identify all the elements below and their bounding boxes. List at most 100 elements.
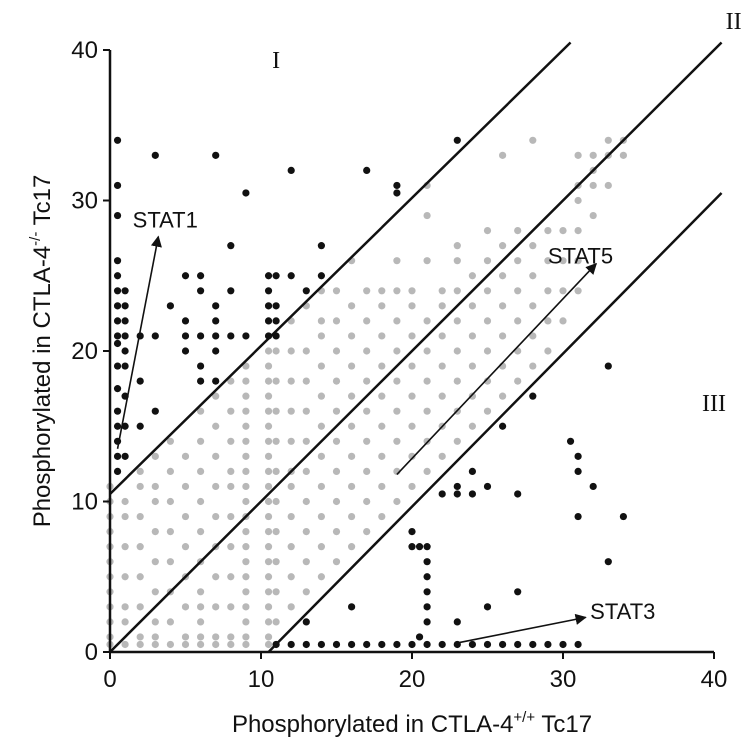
data-point xyxy=(393,377,401,385)
data-point xyxy=(151,151,159,159)
data-point xyxy=(514,227,522,235)
data-point xyxy=(227,287,235,295)
data-point xyxy=(529,302,537,310)
data-point xyxy=(378,482,386,491)
data-point xyxy=(529,362,537,370)
data-point xyxy=(348,512,356,521)
data-point xyxy=(453,482,461,491)
data-point xyxy=(181,640,190,649)
data-point xyxy=(181,512,190,521)
data-point xyxy=(453,437,461,445)
data-point xyxy=(393,347,401,355)
data-point xyxy=(264,528,273,536)
data-point xyxy=(483,287,492,295)
data-point xyxy=(181,272,190,280)
data-point xyxy=(589,181,597,190)
data-point xyxy=(212,347,220,355)
annotation-label: STAT1 xyxy=(133,208,198,233)
data-point xyxy=(483,407,492,415)
data-point xyxy=(363,407,371,415)
data-point xyxy=(181,603,190,611)
data-point xyxy=(242,558,250,566)
data-point xyxy=(393,640,401,649)
data-point xyxy=(574,467,582,475)
data-point xyxy=(151,497,159,506)
data-point xyxy=(287,272,295,280)
x-tick-label: 20 xyxy=(399,666,426,693)
data-point xyxy=(136,377,144,385)
data-point xyxy=(212,573,220,581)
data-point xyxy=(393,497,401,506)
data-point xyxy=(302,497,310,506)
data-point xyxy=(227,482,235,491)
data-point xyxy=(264,573,273,581)
data-point xyxy=(363,467,371,475)
data-point xyxy=(287,603,295,611)
data-point xyxy=(483,227,492,235)
data-point xyxy=(453,136,461,144)
data-point xyxy=(423,377,431,385)
data-point xyxy=(121,640,129,649)
data-point xyxy=(408,287,416,295)
data-point xyxy=(264,467,273,475)
reference-line xyxy=(267,192,723,653)
data-point xyxy=(317,317,325,325)
data-point xyxy=(151,618,159,626)
data-point xyxy=(227,633,235,641)
data-point xyxy=(514,257,522,265)
data-point xyxy=(121,573,129,581)
data-point xyxy=(302,287,310,295)
data-point xyxy=(378,302,386,310)
data-point xyxy=(242,640,250,649)
data-point xyxy=(113,407,122,415)
data-point xyxy=(378,362,386,370)
reference-line xyxy=(109,41,572,495)
data-point xyxy=(121,362,129,370)
data-point xyxy=(529,242,537,250)
data-point xyxy=(227,573,235,581)
data-point xyxy=(136,543,144,551)
data-point xyxy=(151,528,159,536)
data-point xyxy=(212,422,220,430)
data-point xyxy=(136,633,144,641)
data-point xyxy=(438,302,446,310)
data-point xyxy=(287,482,295,491)
data-point xyxy=(197,407,205,415)
data-point xyxy=(242,633,250,641)
data-point xyxy=(113,467,122,475)
data-point xyxy=(227,437,235,445)
data-point xyxy=(332,347,341,355)
data-point xyxy=(348,362,356,370)
data-point xyxy=(589,482,597,491)
data-point xyxy=(348,332,356,340)
data-point xyxy=(121,618,129,626)
data-point xyxy=(423,558,431,566)
data-point xyxy=(529,136,537,144)
data-point xyxy=(423,347,431,355)
data-point xyxy=(242,573,250,581)
data-point xyxy=(287,377,295,385)
x-tick-label: 40 xyxy=(701,666,728,693)
data-point xyxy=(272,437,280,445)
data-point xyxy=(264,377,273,385)
data-point xyxy=(619,151,628,159)
data-point xyxy=(483,640,492,649)
data-point xyxy=(121,302,129,310)
data-point xyxy=(272,618,280,626)
data-point xyxy=(363,287,371,295)
data-point xyxy=(113,385,122,393)
data-point xyxy=(242,588,250,596)
data-point xyxy=(544,227,552,235)
data-point xyxy=(378,287,386,295)
data-point xyxy=(264,558,273,566)
data-point xyxy=(453,287,461,295)
data-point xyxy=(166,497,174,506)
data-point xyxy=(264,512,273,521)
data-point xyxy=(604,362,612,370)
data-point xyxy=(574,452,582,460)
data-point xyxy=(264,437,273,445)
data-point xyxy=(317,422,325,430)
data-point xyxy=(264,407,273,415)
data-point xyxy=(272,497,280,506)
